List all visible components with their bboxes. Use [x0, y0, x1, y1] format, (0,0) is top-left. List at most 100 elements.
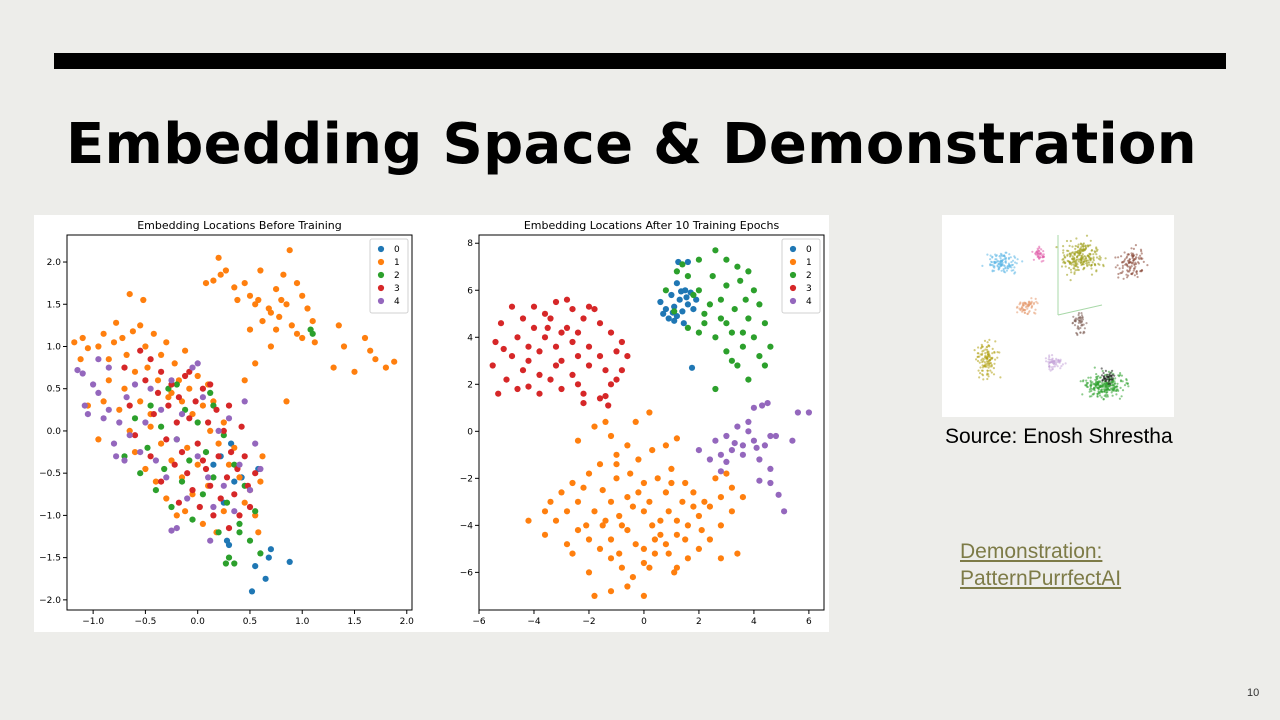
cluster-point [1127, 385, 1130, 388]
cluster-point [1126, 259, 1130, 262]
data-point-class-4 [74, 367, 81, 374]
data-point-class-4 [100, 415, 107, 422]
data-point-class-1 [640, 508, 648, 515]
cluster-point [1101, 391, 1104, 394]
cluster-point [1036, 302, 1039, 305]
data-point-class-2 [225, 554, 233, 561]
data-point-class-2 [207, 389, 214, 396]
cluster-point [1125, 256, 1128, 259]
cluster-point [1127, 274, 1130, 277]
data-point-class-4 [152, 457, 159, 464]
data-point-class-2 [737, 277, 744, 284]
data-point-class-2 [231, 461, 238, 468]
cluster-point [1102, 383, 1105, 386]
cluster-point [1115, 393, 1118, 396]
cluster-point [1131, 252, 1135, 255]
data-point-class-1 [165, 394, 172, 401]
cluster-point [986, 377, 989, 381]
cluster-point [1045, 360, 1048, 363]
cluster-point [979, 347, 982, 350]
cluster-point [981, 350, 984, 353]
data-point-class-3 [126, 402, 133, 409]
cluster-point [1081, 253, 1084, 256]
cluster-point [999, 252, 1002, 255]
data-point-class-1 [241, 377, 248, 384]
data-point-class-4 [178, 411, 186, 418]
cluster-point [1121, 266, 1124, 270]
cluster-point [1108, 373, 1111, 376]
demo-link-target[interactable]: PatternPurrfectAI [960, 567, 1122, 590]
cluster-point [1085, 385, 1088, 388]
cluster-point [1048, 368, 1051, 371]
cluster-point [1121, 260, 1124, 264]
data-point-class-2 [731, 306, 738, 313]
data-point-class-1 [276, 313, 283, 320]
data-point-class-1 [613, 475, 620, 482]
data-point-class-3 [184, 470, 191, 477]
scatter-figure: Embedding Locations Before Training −1.0 −… [39, 219, 825, 627]
data-point-class-1 [616, 512, 623, 520]
cluster-point [1107, 370, 1110, 373]
data-point-class-4 [781, 508, 788, 515]
cluster-blob [973, 338, 1002, 381]
data-point-class-1 [259, 318, 266, 325]
data-point-class-1 [541, 508, 549, 515]
cluster-point [1090, 249, 1094, 252]
legend-box [781, 238, 821, 314]
data-point-class-2 [168, 503, 175, 511]
data-point-class-3 [552, 343, 560, 350]
data-point-class-1 [712, 475, 719, 482]
data-point-class-0 [684, 258, 692, 266]
cluster-point [1104, 369, 1107, 372]
cluster-point [1077, 243, 1080, 246]
data-point-class-0 [673, 313, 681, 320]
data-point-class-4 [173, 525, 180, 532]
data-point-class-1 [662, 489, 670, 496]
cluster-point [1070, 251, 1073, 254]
data-point-class-0 [662, 306, 670, 313]
data-point-class-1 [163, 495, 170, 502]
cluster-point [993, 351, 996, 354]
cluster-point [1079, 380, 1082, 383]
data-point-class-2 [144, 444, 151, 451]
data-point-class-4 [767, 465, 774, 472]
data-point-class-1 [77, 356, 84, 363]
cluster-point [1114, 377, 1117, 380]
cluster-point [977, 346, 980, 349]
cluster-point [1102, 398, 1105, 401]
demo-link[interactable]: Demonstration: PatternPurrfectAI [960, 538, 1121, 592]
cluster-point [1132, 259, 1135, 262]
data-point-class-2 [750, 287, 758, 294]
data-point-class-4 [158, 406, 165, 413]
data-point-class-0 [228, 440, 235, 447]
data-point-class-1 [110, 339, 118, 346]
data-point-class-1 [698, 527, 705, 534]
data-point-class-2 [761, 362, 769, 369]
data-point-class-3 [178, 449, 186, 456]
data-point-class-4 [723, 432, 730, 440]
data-point-class-3 [489, 362, 496, 369]
cluster-point [1072, 315, 1075, 318]
data-point-class-1 [154, 377, 162, 384]
data-point-class-4 [194, 453, 201, 460]
cluster-point [999, 376, 1002, 379]
data-point-class-1 [569, 550, 576, 557]
cluster-point [1103, 385, 1106, 389]
cluster-point [1059, 367, 1062, 370]
y-tick-label: 0.5 [47, 385, 61, 395]
data-point-class-1 [131, 449, 139, 456]
data-point-class-3 [558, 329, 565, 336]
data-point-class-3 [552, 362, 560, 369]
cluster-point [1135, 253, 1138, 256]
data-point-class-3 [246, 503, 254, 511]
cluster-point [1084, 384, 1087, 387]
data-point-class-1 [717, 522, 725, 529]
cluster-point [1073, 324, 1077, 327]
cluster-point [1025, 302, 1028, 305]
cluster-point [978, 376, 981, 379]
cluster-point [1051, 357, 1054, 360]
data-point-class-3 [171, 461, 178, 468]
data-point-class-3 [525, 357, 532, 364]
data-point-class-2 [717, 296, 725, 303]
demo-link-label[interactable]: Demonstration: [960, 540, 1103, 563]
